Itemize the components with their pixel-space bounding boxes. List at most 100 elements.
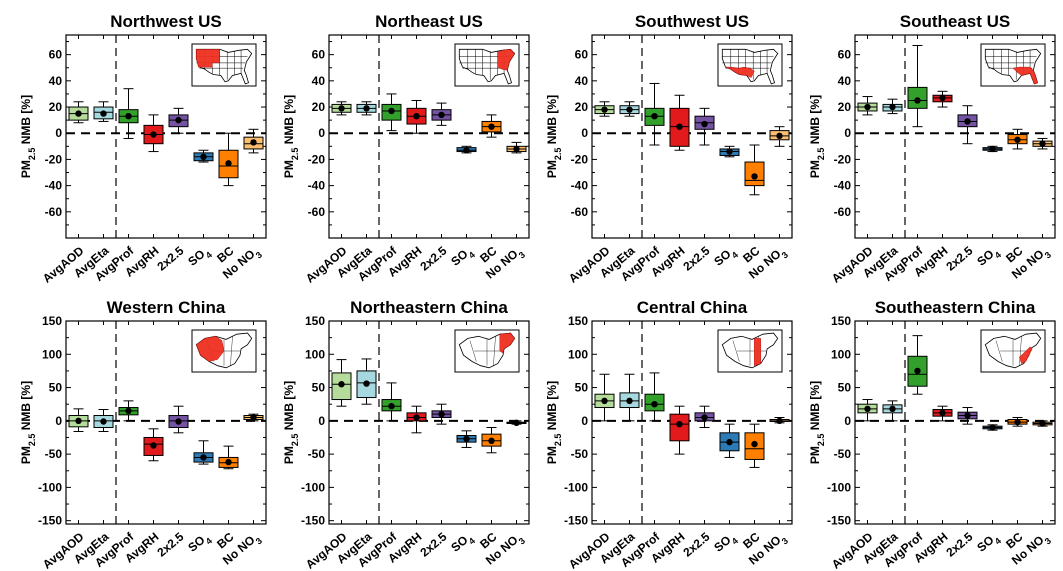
- mean-marker: [75, 110, 82, 117]
- box-avgeta: [356, 101, 377, 116]
- y-tick-label: 0: [318, 414, 325, 428]
- mean-marker: [914, 367, 921, 375]
- y-axis-label: PM2.5 NMB [%]: [19, 95, 37, 178]
- y-tick-label: 0: [581, 414, 588, 428]
- panel-northeastern-china: Northeastern China-150-100-50050100150Av…: [282, 298, 530, 571]
- y-tick-label-text: -20: [308, 152, 326, 166]
- box-2x2-5: [431, 403, 452, 425]
- y-tick-label-text: 150: [831, 314, 851, 328]
- box-so4: [982, 424, 1003, 431]
- y-tick-label: 150: [568, 314, 588, 328]
- box-2x2-5: [957, 407, 978, 425]
- y-axis-label-main: PM: [545, 160, 559, 178]
- map-highlight-region: [1012, 66, 1038, 85]
- y-tick-label: 150: [831, 314, 851, 328]
- box-avgrh: [932, 405, 953, 422]
- y-tick-label-text: 40: [312, 74, 326, 88]
- box-bc: [218, 445, 239, 470]
- box-avgrh: [143, 114, 164, 153]
- mean-marker: [651, 400, 658, 408]
- mean-marker: [488, 123, 495, 130]
- box-bc: [218, 132, 239, 187]
- mean-marker: [601, 397, 608, 405]
- mean-marker: [100, 110, 107, 117]
- y-tick-label: -150: [827, 514, 851, 528]
- category-label: SO4: [185, 244, 214, 272]
- y-tick-label-text: 100: [305, 347, 325, 361]
- category-label-subscript: 3: [517, 250, 527, 261]
- category-label-text: SO: [974, 533, 996, 555]
- y-axis-label-subscript: 2.5: [553, 148, 563, 161]
- mean-marker: [150, 442, 157, 449]
- box-avgprof: [118, 400, 139, 422]
- map-border-line: [732, 340, 740, 362]
- map-highlight-region: [196, 49, 220, 68]
- mean-marker: [651, 113, 658, 120]
- mean-marker: [964, 118, 971, 125]
- box-avgprof: [381, 93, 402, 132]
- box-2x2-5: [431, 102, 452, 126]
- mean-marker: [513, 145, 520, 153]
- category-label: SO4: [711, 530, 740, 558]
- mean-marker: [626, 397, 633, 405]
- panel-western-china: Western China-150-100-50050100150AvgAODA…: [19, 298, 267, 571]
- box-avgeta: [93, 409, 114, 432]
- mean-marker: [626, 106, 633, 113]
- map-highlight-region: [725, 66, 755, 78]
- y-tick-label: 60: [838, 48, 852, 62]
- box-no-no3: [769, 126, 790, 147]
- y-tick-label-text: 0: [844, 414, 851, 428]
- box-no-no3: [769, 417, 790, 425]
- mean-marker: [175, 116, 182, 124]
- category-label: 2x2.5: [417, 529, 449, 559]
- y-tick-label: 20: [49, 100, 63, 114]
- y-tick-label: -40: [571, 179, 589, 193]
- category-label-text: 2x2.5: [680, 529, 712, 559]
- panel-title: Western China: [107, 298, 226, 317]
- mean-marker: [676, 420, 683, 428]
- y-axis-label-rest: NMB [%]: [545, 95, 559, 148]
- y-tick-label-text: -60: [308, 205, 326, 219]
- box-avgrh: [406, 99, 427, 134]
- box-avgrh: [406, 405, 427, 434]
- y-tick-label-text: 50: [49, 381, 63, 395]
- y-tick-label: 40: [575, 74, 589, 88]
- y-axis-label-main: PM: [19, 160, 33, 178]
- mean-marker: [964, 412, 971, 419]
- mean-marker: [914, 97, 921, 104]
- y-tick-label-text: -40: [834, 179, 852, 193]
- box-no-no3: [506, 419, 527, 427]
- box-avgrh: [669, 94, 690, 151]
- y-tick-label-text: 100: [42, 347, 62, 361]
- y-tick-label: 0: [844, 126, 851, 140]
- panel-title-text: Southeast US: [900, 12, 1011, 31]
- mean-marker: [150, 131, 157, 138]
- panel-title: Northwest US: [110, 12, 221, 31]
- box-avgrh: [932, 90, 953, 108]
- y-tick-label-text: 0: [581, 126, 588, 140]
- box-avgprof: [118, 88, 139, 139]
- category-label-subscript: 3: [254, 536, 264, 547]
- plot-frame: [65, 320, 267, 525]
- box-so4: [456, 145, 477, 154]
- y-tick-label: -20: [571, 152, 589, 166]
- box-so4: [982, 145, 1003, 153]
- y-tick-label: 20: [838, 100, 852, 114]
- mean-marker: [1014, 418, 1021, 426]
- y-tick-label-text: -150: [38, 514, 62, 528]
- map-highlight-region: [195, 336, 225, 362]
- y-axis-label-main: PM: [808, 160, 822, 178]
- box-avgaod: [594, 373, 615, 422]
- y-tick-label-text: -100: [38, 480, 62, 494]
- category-label-subscript: 4: [467, 250, 477, 261]
- y-tick-label: -40: [308, 179, 326, 193]
- y-tick-label-text: 20: [312, 100, 326, 114]
- plot-frame: [591, 320, 793, 525]
- y-tick-label-text: -50: [308, 447, 326, 461]
- y-tick-label: 20: [575, 100, 589, 114]
- category-label: SO4: [185, 530, 214, 558]
- category-label-subscript: 4: [993, 250, 1003, 261]
- category-label-text: SO: [974, 247, 996, 269]
- box-avgeta: [93, 101, 114, 122]
- panel-title-text: Northeastern China: [350, 298, 508, 317]
